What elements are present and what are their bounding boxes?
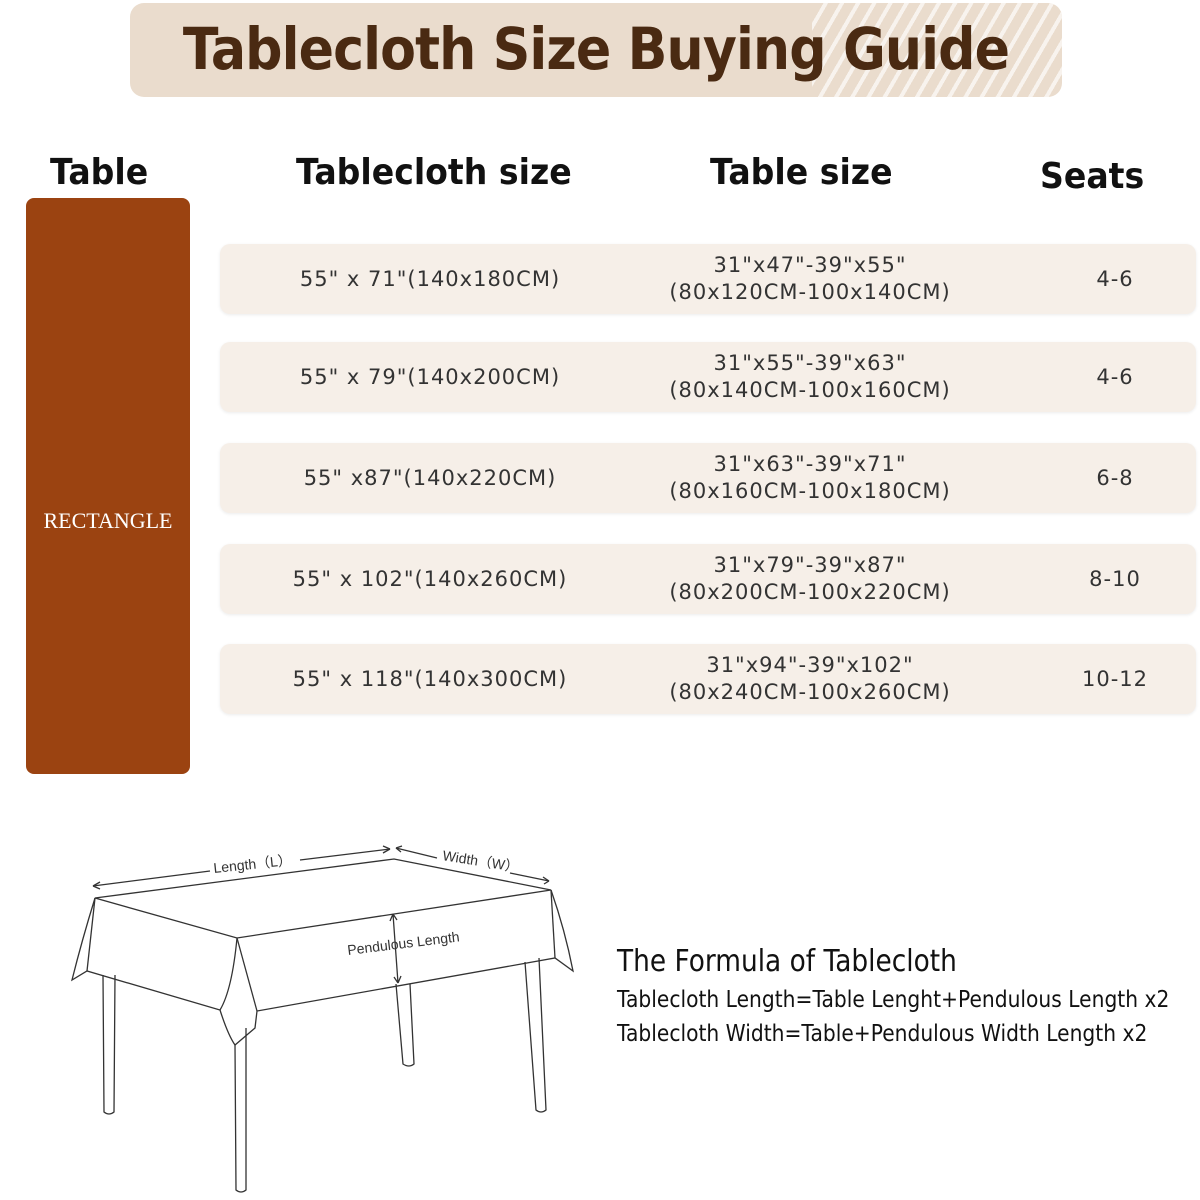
- tablecloth-size: 55" x87"(140x220CM): [303, 466, 557, 490]
- seats: 8-10: [1089, 567, 1141, 591]
- seats: 4-6: [1096, 365, 1134, 389]
- tablecloth-outline: [70, 858, 574, 1046]
- header-tablecloth-size: Tablecloth size: [296, 152, 572, 193]
- table-size: 31"x63"-39"x71" (80x160CM-100x180CM): [669, 452, 951, 503]
- table-row: 55" x87"(140x220CM) 31"x63"-39"x71" (80x1…: [220, 443, 1196, 513]
- tablecloth-size: 55" x 118"(140x300CM): [292, 667, 568, 691]
- pendulous-length-label: Pendulous Length: [346, 928, 460, 958]
- header-table-size: Table size: [710, 152, 893, 193]
- table-size: 31"x47"-39"x55" (80x120CM-100x140CM): [669, 253, 951, 304]
- formula-section: The Formula of Tablecloth Tablecloth Len…: [617, 944, 1200, 1047]
- shape-label: RECTANGLE: [43, 508, 173, 533]
- banner-stripes: [812, 3, 1062, 97]
- tablecloth-size: 55" x 102"(140x260CM): [292, 567, 568, 591]
- table-legs: [102, 957, 547, 1193]
- formula-length: Tablecloth Length=Table Lenght+Pendulous…: [617, 987, 1170, 1013]
- table-row: 55" x 71"(140x180CM) 31"x47"-39"x55" (80x…: [220, 244, 1196, 314]
- table-size: 31"x79"-39"x87" (80x200CM-100x220CM): [669, 553, 951, 604]
- shape-rectangle-block: RECTANGLE: [26, 198, 190, 774]
- length-label: Length（L）: [213, 852, 293, 876]
- title-banner: Tablecloth Size Buying Guide: [130, 3, 1062, 97]
- header-seats: Seats: [1040, 156, 1145, 197]
- page-title: Tablecloth Size Buying Guide: [182, 15, 1010, 83]
- dimension-arrows: [92, 845, 550, 984]
- formula-width: Tablecloth Width=Table+Pendulous Width L…: [617, 1021, 1148, 1047]
- seats: 6-8: [1096, 466, 1134, 490]
- table-row: 55" x 102"(140x260CM) 31"x79"-39"x87" (80…: [220, 544, 1196, 614]
- table-size: 31"x55"-39"x63" (80x140CM-100x160CM): [669, 351, 951, 402]
- seats: 10-12: [1081, 667, 1149, 691]
- table-size: 31"x94"-39"x102" (80x240CM-100x260CM): [669, 653, 951, 704]
- table-row: 55" x 118"(140x300CM) 31"x94"-39"x102" (8…: [220, 644, 1196, 714]
- header-table: Table: [50, 152, 149, 193]
- table-row: 55" x 79"(140x200CM) 31"x55"-39"x63" (80x…: [220, 342, 1196, 412]
- tablecloth-size: 55" x 79"(140x200CM): [299, 365, 561, 389]
- formula-title: The Formula of Tablecloth: [617, 944, 957, 979]
- seats: 4-6: [1096, 267, 1134, 291]
- tablecloth-size: 55" x 71"(140x180CM): [299, 267, 561, 291]
